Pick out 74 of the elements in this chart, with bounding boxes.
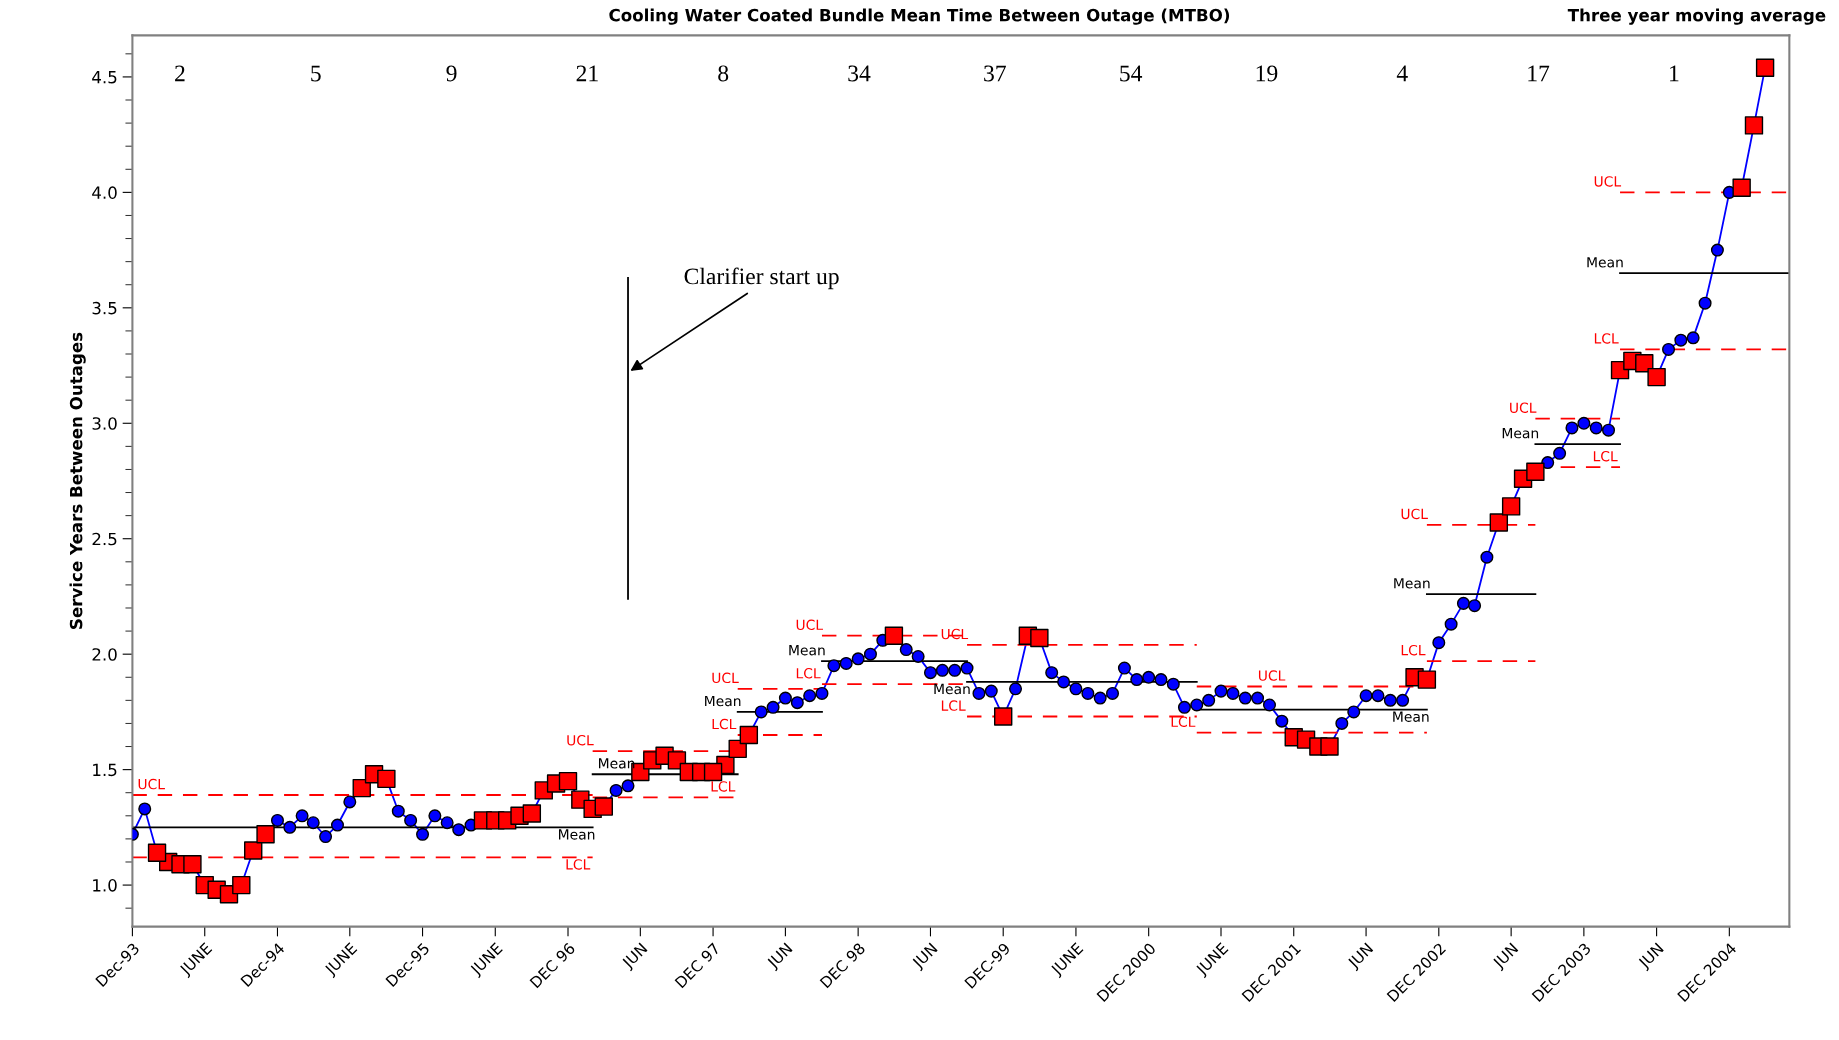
text: LCL xyxy=(1594,333,1619,344)
y-tick-label: 4.0 xyxy=(92,186,117,199)
text: Mean xyxy=(599,758,635,769)
annotation: 1 xyxy=(1670,65,1679,82)
y-tick-label: 2.5 xyxy=(92,532,117,546)
y-tick-label: 3.0 xyxy=(92,417,117,430)
series-label: LCL xyxy=(1171,716,1196,727)
annotation: 5 xyxy=(311,65,321,82)
text: UCL xyxy=(1594,176,1622,187)
text: Mean xyxy=(1587,257,1623,268)
y-tick-label: 3.5 xyxy=(92,301,117,315)
point xyxy=(244,841,263,860)
point xyxy=(1755,58,1775,77)
annotation: 8 xyxy=(718,65,729,82)
point xyxy=(1744,116,1764,135)
y-axis-title: Service Years Between Outages xyxy=(69,332,86,629)
text: Mean xyxy=(789,645,825,656)
text: UCL xyxy=(567,734,594,746)
y-tick-label: 4.5 xyxy=(92,71,117,84)
text: LCL xyxy=(711,781,736,792)
point xyxy=(1320,737,1339,756)
annotation: 37 xyxy=(984,65,1006,82)
point xyxy=(232,875,251,895)
y-tick-label: 1.5 xyxy=(93,763,117,777)
annotation: 2 xyxy=(175,65,185,82)
point xyxy=(994,707,1013,726)
y-tick-label: 2.0 xyxy=(92,648,117,661)
point xyxy=(1417,670,1437,689)
text: UCL xyxy=(712,672,739,684)
chart-subtitle: Three year moving average xyxy=(1567,8,1826,25)
series-label: UCL xyxy=(941,628,969,640)
y-tick-label: 1.0 xyxy=(93,879,117,892)
text: LCL xyxy=(796,668,821,679)
point xyxy=(1030,628,1049,648)
point xyxy=(739,725,759,745)
text: LCL xyxy=(1401,644,1426,656)
text: Mean xyxy=(1394,578,1430,589)
chart-title: Cooling Water Coated Bundle Mean Time Between Outage (MTBO) xyxy=(609,8,1230,25)
point xyxy=(522,804,542,823)
point xyxy=(256,825,275,844)
point xyxy=(594,797,613,816)
annotation: 34 xyxy=(848,65,871,82)
annotation: 21 xyxy=(576,65,598,82)
point xyxy=(147,843,167,862)
text: Mean xyxy=(934,683,970,695)
text: Mean xyxy=(1502,428,1539,439)
text: Mean xyxy=(1393,711,1429,722)
point xyxy=(1526,462,1545,481)
annotation: 4 xyxy=(1396,65,1408,82)
point xyxy=(1647,367,1666,387)
annotation: 54 xyxy=(1120,65,1143,82)
point xyxy=(377,769,396,789)
text: LCL xyxy=(712,718,737,730)
point xyxy=(884,626,904,645)
point xyxy=(558,771,578,791)
point xyxy=(183,855,202,874)
text: UCL xyxy=(1258,670,1286,681)
text: Mean xyxy=(705,695,741,707)
text: UCL xyxy=(138,778,165,790)
annotation: 19 xyxy=(1256,65,1278,82)
point xyxy=(703,762,723,782)
point xyxy=(1501,497,1521,516)
text: LCL xyxy=(566,859,591,870)
text: LCL xyxy=(941,700,966,711)
series-label: Mean xyxy=(559,829,595,840)
annotation: Clarifier start up xyxy=(684,267,839,290)
text: UCL xyxy=(1401,508,1428,520)
text: UCL xyxy=(796,619,823,631)
text: LCL xyxy=(1593,450,1618,462)
annotation: 9 xyxy=(446,65,457,82)
annotation: 17 xyxy=(1528,65,1550,82)
text: UCL xyxy=(1510,402,1537,413)
point xyxy=(1732,178,1751,197)
point xyxy=(1489,513,1509,532)
